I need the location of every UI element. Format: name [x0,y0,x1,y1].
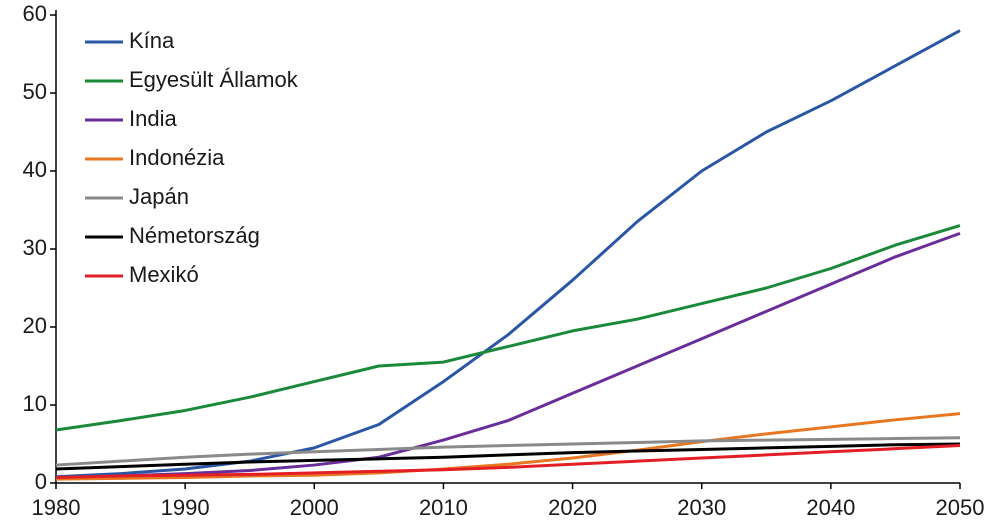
y-tick-label: 60 [23,1,47,26]
x-tick-label: 1980 [32,495,81,520]
x-tick-label: 2020 [548,495,597,520]
series-line [55,29,961,479]
y-tick-label: 50 [23,79,47,104]
x-tick-label: 2000 [290,495,339,520]
x-tick-label: 2040 [806,495,855,520]
legend-label: Egyesült Államok [129,67,299,92]
legend-label: India [129,106,177,131]
legend-label: Japán [129,184,189,209]
legend-label: Kína [129,28,175,53]
x-tick-label: 2050 [936,495,985,520]
series-line [55,444,961,480]
series-line [55,224,961,432]
series-line [55,231,961,480]
y-tick-label: 10 [23,391,47,416]
y-tick-label: 0 [35,469,47,494]
x-tick-label: 1990 [161,495,210,520]
series-line [55,442,961,471]
y-tick-label: 30 [23,235,47,260]
legend-label: Indonézia [129,145,225,170]
x-tick-label: 2030 [677,495,726,520]
series-line [55,412,961,481]
x-tick-label: 2010 [419,495,468,520]
legend-label: Mexikó [129,262,199,287]
legend-label: Németország [129,223,260,248]
series-line [55,436,961,467]
y-tick-label: 40 [23,157,47,182]
y-tick-label: 20 [23,313,47,338]
